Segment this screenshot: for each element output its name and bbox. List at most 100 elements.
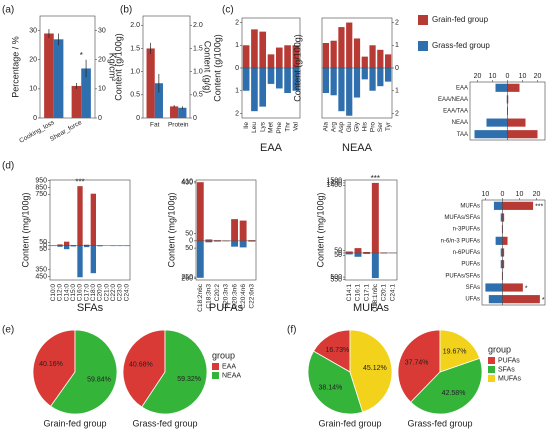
y2-tick-label: 0 [193,115,197,122]
x-tick-label: Fat [150,122,160,129]
bar [354,252,362,257]
bar [322,43,329,68]
x-axis-label: EAA [260,142,283,154]
bar [369,45,376,68]
bar [338,27,345,68]
slice-label: 40.68% [129,362,153,369]
bar [500,213,503,222]
annotation: *** [535,204,543,211]
panel-label: (c) [222,5,234,16]
bar [495,236,503,245]
y-tick-label: 450 [35,273,47,280]
x-tick-label: Gly [354,121,361,132]
y-tick-label: TAA [457,132,468,138]
x-axis-label: PUFAs [209,302,244,314]
bar [507,95,509,104]
y-tick-label: EAA/TAA [443,109,468,115]
bar [502,260,505,269]
bar [214,240,221,242]
bar [81,68,91,118]
y-tick-label: 30 [29,27,37,34]
legend-label: MUFAs [498,375,521,382]
x-axis-label: MUFAs [353,302,390,314]
x-tick-label: 20 [533,191,541,198]
bar [507,118,526,127]
pie-slice [50,329,118,415]
bar [354,248,362,253]
bar [330,40,337,68]
bar [346,22,353,68]
y-tick-label: 0.5 [130,92,140,99]
bar [70,245,76,246]
plot-frame [481,199,546,306]
y-tick-label: 850 [35,184,47,191]
slice-label: 37.74% [405,359,429,366]
legend-title: group [488,344,511,354]
y-tick-label: 550 [330,276,342,283]
annotation: * [80,51,83,60]
x-tick-label: C20:3n3 [223,284,230,309]
y-tick-label: UFAs [465,297,480,303]
bar [205,239,213,241]
slice-label: 16.73% [325,347,349,354]
y2-tick-label: 1.0 [193,68,203,75]
bar [507,83,520,92]
bar [70,245,76,247]
panel-label: (d) [2,161,14,172]
y-tick-label: 50 [334,247,342,254]
bar [502,248,505,257]
y-tick-label: NEAA [452,120,468,126]
y-tick-label: 1 [395,88,399,95]
slice-label: 40.16% [39,361,63,368]
bar [267,54,275,68]
bar [248,240,256,242]
bar [502,213,505,222]
y2-axis-label: Kg/cm² [108,53,118,82]
bar [259,31,267,68]
bar [248,240,256,241]
y-tick-label: 1500 [326,177,342,184]
bar [53,39,64,118]
y-tick-label: 2 [235,110,239,117]
bar [84,244,90,246]
y-tick-label: 1.5 [130,45,140,52]
panel-label: (b) [120,5,132,16]
legend-label: NEAA [222,372,241,379]
x-tick-label: C16:1 [355,284,362,302]
x-tick-label: Ala [323,122,330,132]
y-tick-label: 1450 [326,180,342,187]
y-axis-label: Content (g/100g) [113,33,123,101]
annotation: * [542,297,545,304]
bar [242,68,250,91]
y-tick-label: 0 [43,243,47,250]
pie-slice [307,350,364,415]
bar [502,295,540,304]
y-tick-label: PUFAs/SFAs [445,273,480,279]
legend-label: PUFAs [498,357,520,364]
annotation: *** [75,177,84,186]
y-tick-label: 50 [185,230,193,237]
bar [231,240,238,247]
bar [488,295,503,304]
bar [377,49,384,68]
y-tick-label: 0 [33,115,37,122]
bar [214,240,221,241]
bar [267,68,275,84]
x-tick-label: C21:0 [103,284,110,302]
y-tick-label: 1400 [326,182,342,189]
x-tick-label: Met [268,122,275,133]
bar [251,68,258,112]
x-tick-label: 0 [506,73,510,80]
bar [196,240,204,278]
y-tick-label: 400 [181,180,193,187]
bar [500,248,503,257]
y-tick-label: n-6/n-3 PUFAs [441,238,480,244]
bar [77,245,83,278]
bar [71,85,82,118]
bar [338,68,345,112]
legend-swatch [488,375,495,382]
y-tick-label: 0 [338,250,342,257]
bar [97,245,103,246]
y-tick-label: 2 [395,19,399,26]
x-tick-label: Ile [243,122,250,129]
